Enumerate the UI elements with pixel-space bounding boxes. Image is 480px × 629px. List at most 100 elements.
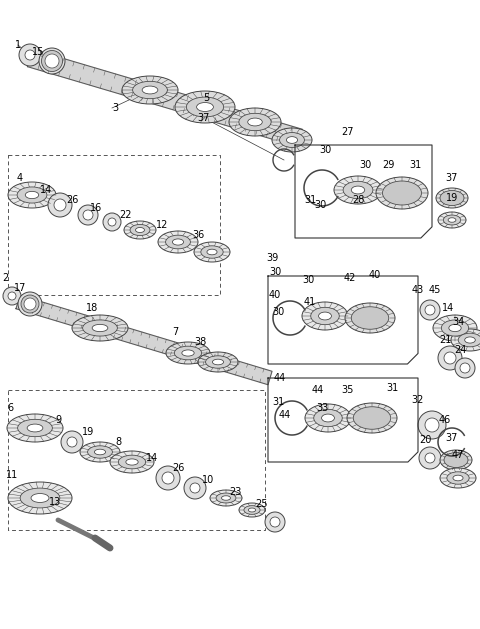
Ellipse shape — [205, 356, 230, 368]
Text: 21: 21 — [439, 335, 451, 345]
Text: 40: 40 — [369, 270, 381, 280]
Text: 30: 30 — [272, 307, 284, 317]
Circle shape — [425, 418, 439, 432]
Ellipse shape — [119, 455, 145, 469]
Ellipse shape — [383, 181, 421, 205]
Ellipse shape — [302, 302, 348, 330]
Text: 18: 18 — [86, 303, 98, 313]
Circle shape — [18, 292, 42, 316]
Text: 30: 30 — [302, 275, 314, 285]
Ellipse shape — [182, 350, 194, 356]
Ellipse shape — [212, 359, 224, 365]
Ellipse shape — [345, 303, 395, 333]
Text: 27: 27 — [342, 127, 354, 137]
Circle shape — [3, 287, 21, 305]
Ellipse shape — [130, 225, 150, 236]
Text: 31: 31 — [272, 397, 284, 407]
Ellipse shape — [444, 215, 461, 225]
Ellipse shape — [319, 312, 331, 320]
Text: 19: 19 — [446, 193, 458, 203]
Ellipse shape — [158, 231, 198, 253]
Ellipse shape — [351, 186, 365, 194]
Circle shape — [108, 218, 116, 226]
Ellipse shape — [110, 451, 154, 473]
Text: 31: 31 — [304, 195, 316, 205]
Ellipse shape — [229, 108, 281, 136]
Circle shape — [48, 193, 72, 217]
Ellipse shape — [92, 325, 108, 331]
Circle shape — [8, 292, 16, 300]
Text: 33: 33 — [316, 403, 328, 413]
Ellipse shape — [465, 337, 475, 343]
Circle shape — [460, 363, 470, 373]
Circle shape — [24, 298, 36, 310]
Ellipse shape — [27, 424, 43, 432]
Ellipse shape — [80, 442, 120, 462]
Text: 16: 16 — [90, 203, 102, 213]
Text: 12: 12 — [156, 220, 168, 230]
Ellipse shape — [8, 182, 56, 208]
Text: 5: 5 — [203, 93, 209, 103]
Circle shape — [21, 295, 39, 313]
Ellipse shape — [124, 221, 156, 239]
Ellipse shape — [7, 414, 63, 442]
Text: 31: 31 — [386, 383, 398, 393]
Ellipse shape — [83, 320, 117, 336]
Text: 28: 28 — [352, 195, 364, 205]
Text: 43: 43 — [412, 285, 424, 295]
Ellipse shape — [248, 508, 256, 512]
Circle shape — [78, 205, 98, 225]
Text: 35: 35 — [342, 385, 354, 395]
Text: 41: 41 — [304, 297, 316, 307]
Ellipse shape — [126, 459, 138, 465]
Text: 37: 37 — [446, 173, 458, 183]
Circle shape — [438, 346, 462, 370]
Circle shape — [270, 517, 280, 527]
Text: 14: 14 — [40, 185, 52, 195]
Ellipse shape — [440, 450, 472, 470]
Ellipse shape — [72, 315, 128, 341]
Text: 6: 6 — [7, 403, 13, 413]
Ellipse shape — [272, 128, 312, 152]
Ellipse shape — [216, 493, 236, 503]
Text: 9: 9 — [55, 415, 61, 425]
Ellipse shape — [17, 187, 47, 203]
Ellipse shape — [444, 452, 468, 467]
Circle shape — [41, 50, 62, 72]
Text: 23: 23 — [229, 487, 241, 497]
Ellipse shape — [442, 320, 468, 336]
Ellipse shape — [87, 446, 112, 458]
Circle shape — [184, 477, 206, 499]
Ellipse shape — [353, 407, 391, 429]
Circle shape — [67, 437, 77, 447]
Circle shape — [190, 483, 200, 493]
Text: 4: 4 — [17, 173, 23, 183]
Ellipse shape — [198, 352, 238, 372]
Ellipse shape — [453, 475, 463, 481]
Ellipse shape — [440, 191, 464, 206]
Ellipse shape — [186, 97, 224, 117]
Ellipse shape — [334, 176, 382, 204]
Ellipse shape — [376, 177, 428, 209]
Ellipse shape — [132, 81, 168, 99]
Text: 47: 47 — [452, 450, 464, 460]
Ellipse shape — [449, 325, 461, 331]
Text: 32: 32 — [412, 395, 424, 405]
Circle shape — [45, 54, 59, 68]
Circle shape — [83, 210, 93, 220]
Circle shape — [103, 213, 121, 231]
Ellipse shape — [95, 449, 106, 455]
Ellipse shape — [201, 246, 223, 258]
Circle shape — [425, 305, 435, 315]
Text: 25: 25 — [256, 499, 268, 509]
Circle shape — [444, 352, 456, 364]
Circle shape — [420, 300, 440, 320]
Text: 38: 38 — [194, 337, 206, 347]
Text: 15: 15 — [32, 47, 44, 57]
Ellipse shape — [194, 242, 230, 262]
Text: 19: 19 — [82, 427, 94, 437]
Ellipse shape — [174, 346, 202, 360]
Text: 14: 14 — [442, 303, 454, 313]
Text: 40: 40 — [269, 290, 281, 300]
Text: 30: 30 — [314, 200, 326, 210]
